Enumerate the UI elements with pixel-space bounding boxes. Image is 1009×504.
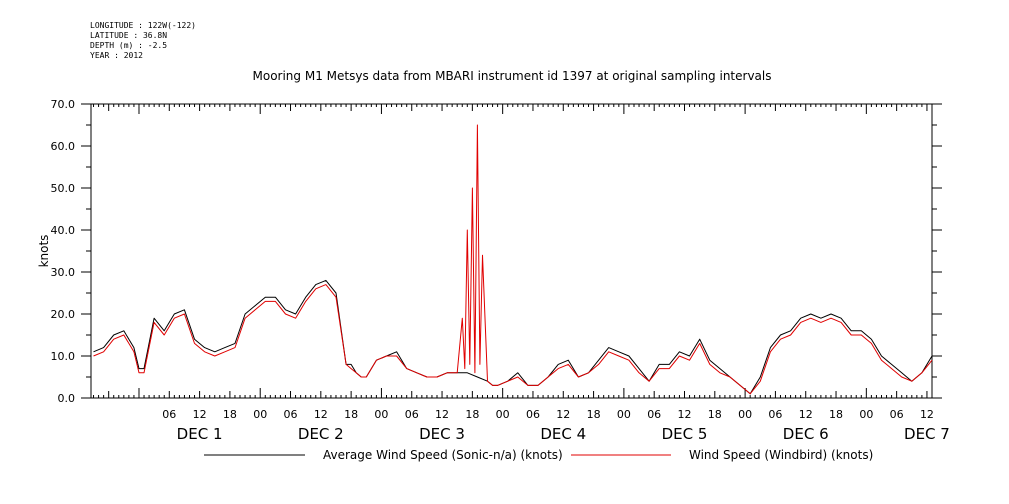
x-day-label: DEC 6 [783, 425, 829, 443]
chart-title: Mooring M1 Metsys data from MBARI instru… [253, 69, 772, 83]
x-hour-label: 06 [526, 408, 540, 421]
x-hour-label: 12 [435, 408, 449, 421]
y-tick-label: 70.0 [51, 98, 76, 111]
x-hour-label: 06 [284, 408, 298, 421]
x-hour-label: 18 [223, 408, 237, 421]
x-hour-label: 18 [465, 408, 479, 421]
y-tick-label: 20.0 [51, 308, 76, 321]
x-hour-label: 12 [556, 408, 570, 421]
series-layer [93, 124, 933, 395]
x-hour-label: 12 [799, 408, 813, 421]
x-hour-label: 00 [496, 408, 510, 421]
x-hour-label: 12 [920, 408, 934, 421]
x-hour-label: 12 [314, 408, 328, 421]
y-tick-label: 0.0 [58, 392, 76, 405]
longitude-text: LONGITUDE : 122W(-122) [90, 21, 196, 30]
x-hour-label: 06 [768, 408, 782, 421]
x-hour-label: 00 [374, 408, 388, 421]
y-tick-label: 50.0 [51, 182, 76, 195]
x-day-label: DEC 2 [298, 425, 344, 443]
x-day-label: DEC 4 [540, 425, 586, 443]
x-day-label: DEC 3 [419, 425, 465, 443]
x-hour-label: 18 [587, 408, 601, 421]
metadata-block: LONGITUDE : 122W(-122) LATITUDE : 36.8N … [90, 21, 196, 61]
x-hour-label: 00 [253, 408, 267, 421]
x-hour-label: 00 [859, 408, 873, 421]
x-hour-label: 06 [405, 408, 419, 421]
legend: Average Wind Speed (Sonic-n/a) (knots) W… [204, 448, 873, 462]
year-text: YEAR : 2012 [90, 51, 143, 60]
y-tick-label: 60.0 [51, 140, 76, 153]
x-hour-label: 06 [890, 408, 904, 421]
x-day-label: DEC 5 [662, 425, 708, 443]
y-axis-label: knots [37, 235, 51, 268]
y-tick-label: 30.0 [51, 266, 76, 279]
latitude-text: LATITUDE : 36.8N [90, 31, 168, 40]
x-hour-label: 06 [162, 408, 176, 421]
x-hour-label: 18 [344, 408, 358, 421]
x-hour-label: 18 [708, 408, 722, 421]
x-hour-label: 18 [829, 408, 843, 421]
axis-ticks [81, 103, 942, 399]
series-line-windbird [93, 124, 933, 395]
x-hour-label: 00 [738, 408, 752, 421]
depth-text: DEPTH (m) : -2.5 [90, 41, 168, 50]
y-tick-label: 40.0 [51, 224, 76, 237]
x-hour-label: 06 [647, 408, 661, 421]
legend-label-average: Average Wind Speed (Sonic-n/a) (knots) [323, 448, 563, 462]
y-tick-label: 10.0 [51, 350, 76, 363]
x-tick-labels: 06 12 18 00 06 12 18 00 06 12 18 00 06 12 18 00 06 12 18 00… [162, 408, 950, 443]
x-hour-label: 00 [617, 408, 631, 421]
x-day-label: DEC 1 [177, 425, 223, 443]
legend-label-windbird: Wind Speed (Windbird) (knots) [689, 448, 873, 462]
y-tick-labels: 0.0 10.0 20.0 30.0 40.0 50.0 60.0 70.0 [51, 98, 76, 405]
series-line-average [93, 279, 933, 395]
x-day-label: DEC 7 [904, 425, 950, 443]
x-hour-label: 12 [677, 408, 691, 421]
x-hour-label: 12 [193, 408, 207, 421]
plot-frame [90, 103, 933, 399]
